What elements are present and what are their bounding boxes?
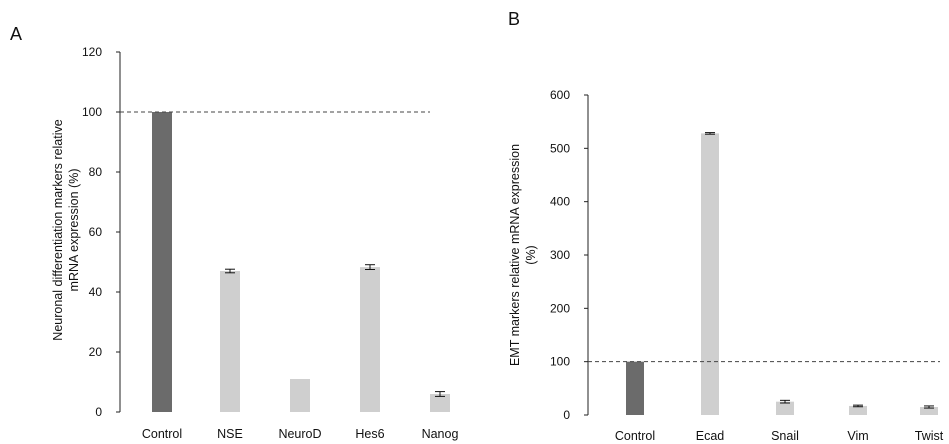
y-axis-label: EMT markers relative mRNA expression (%) — [508, 144, 538, 366]
y-tick-label: 300 — [550, 248, 570, 262]
bar — [430, 394, 450, 412]
panel-label-a: A — [10, 24, 22, 44]
category-label: Hes6 — [355, 427, 384, 441]
y-tick-label: 400 — [550, 195, 570, 209]
y-tick-label: 0 — [563, 408, 570, 422]
y-axis-label-line: (%) — [524, 245, 538, 264]
chart-a: 0 20 40 60 80 100 120 Neuronal differentiation … — [51, 45, 458, 441]
y-tick-label: 600 — [550, 88, 570, 102]
bar — [920, 407, 938, 415]
y-tick-label: 120 — [82, 45, 102, 59]
y-axis-label: Neuronal differentiation markers relativ… — [51, 119, 81, 340]
bar — [152, 112, 172, 412]
error-bar — [853, 404, 863, 408]
error-bar — [365, 264, 375, 270]
y-tick-label: 40 — [89, 285, 103, 299]
error-bar — [924, 405, 934, 409]
y-axis-label-line: Neuronal differentiation markers relativ… — [51, 119, 65, 340]
category-label: Vim — [847, 429, 868, 443]
category-label: Twist — [915, 429, 944, 443]
category-label: Control — [615, 429, 655, 443]
y-axis-label-line: EMT markers relative mRNA expression — [508, 144, 522, 366]
bar — [849, 405, 867, 415]
category-label: Ecad — [696, 429, 725, 443]
bar — [626, 361, 644, 415]
y-tick-label: 100 — [550, 355, 570, 369]
y-tick-label: 200 — [550, 301, 570, 315]
y-tick-label: 20 — [89, 345, 103, 359]
error-bar — [780, 399, 790, 404]
bar — [220, 271, 240, 412]
category-label: Snail — [771, 429, 799, 443]
y-tick-label: 0 — [95, 405, 102, 419]
error-bar — [225, 268, 235, 274]
y-tick-label: 500 — [550, 141, 570, 155]
category-label: NeuroD — [278, 427, 321, 441]
category-label: NSE — [217, 427, 243, 441]
error-bar — [705, 132, 715, 135]
bar — [290, 379, 310, 412]
bar — [776, 401, 794, 415]
y-tick-label: 60 — [89, 225, 103, 239]
category-label: Nanog — [422, 427, 459, 441]
bar — [360, 267, 380, 412]
panel-label-b: B — [508, 9, 520, 29]
y-tick-label: 80 — [89, 165, 103, 179]
y-tick-label: 100 — [82, 105, 102, 119]
bar — [701, 133, 719, 415]
y-axis-label-line: mRNA expression (%) — [67, 169, 81, 292]
category-label: Control — [142, 427, 182, 441]
chart-b: 0 100 200 300 400 500 600 EMT markers relative … — [508, 88, 944, 443]
error-bar — [435, 391, 445, 397]
